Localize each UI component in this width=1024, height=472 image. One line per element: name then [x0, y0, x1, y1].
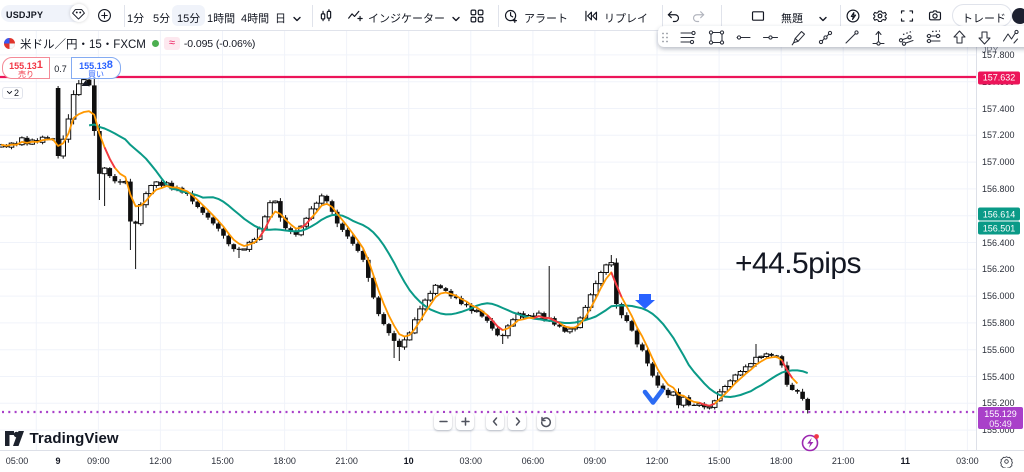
- svg-text:+44.5pips: +44.5pips: [735, 247, 861, 280]
